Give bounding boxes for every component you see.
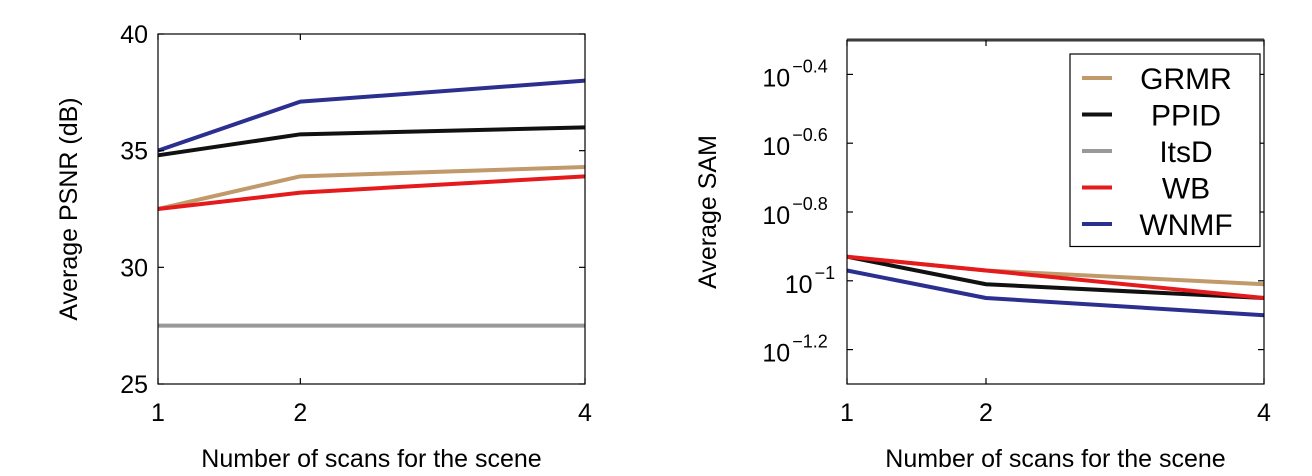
sam-series-ppid-line [846, 254, 1265, 300]
sam-y-tick-exponent: −1.2 [792, 332, 828, 352]
psnr-series-wb-line [157, 174, 586, 211]
sam-x-tick-label: 4 [1257, 399, 1271, 427]
sam-y-tick-base: 10 [762, 64, 790, 92]
sam-x-axis-label: Number of scans for the scene [885, 445, 1225, 473]
sam-legend-label-wb: WB [1162, 173, 1210, 206]
sam-y-tick-label: 10 −1.2 [762, 332, 827, 368]
sam-y-axis-label: Average SAM [694, 135, 722, 289]
psnr-y-tick-label: 40 [120, 21, 148, 49]
sam-y-tick-exponent: −0.8 [792, 194, 828, 214]
sam-y-tick-exponent: −0.4 [792, 56, 828, 76]
sam-y-tick-base: 10 [785, 271, 813, 299]
psnr-chart: 25 30 35 40 1 2 4 Number of scans for the scene… [55, 21, 592, 473]
psnr-y-tick-label: 25 [120, 371, 148, 399]
sam-legend-label-ppid: PPID [1151, 100, 1221, 133]
sam-y-tick-label: 10 −0.4 [762, 56, 827, 92]
psnr-series-grmr-line [157, 165, 586, 211]
psnr-x-tick-label: 2 [293, 399, 307, 427]
psnr-y-axis-label: Average PSNR (dB) [55, 97, 83, 320]
sam-y-tick-label: 10 −0.8 [762, 194, 827, 230]
psnr-x-tick-label: 1 [151, 399, 165, 427]
sam-y-tick-base: 10 [762, 340, 790, 368]
sam-series-wnmf-line [846, 268, 1265, 318]
psnr-series-ppid-line [157, 125, 586, 158]
sam-x-tick-label: 1 [840, 399, 854, 427]
sam-legend-label-wnmf: WNMF [1139, 209, 1232, 242]
psnr-x-tick-label: 4 [578, 399, 592, 427]
psnr-y-tick-label: 35 [120, 138, 148, 166]
psnr-plot-frame [157, 33, 586, 385]
psnr-series-wnmf-line [157, 78, 586, 153]
sam-legend-label-grmr: GRMR [1140, 63, 1232, 96]
sam-y-tick-label: 10 −1 [785, 263, 835, 299]
sam-y-tick-exponent: −0.6 [792, 125, 828, 145]
sam-y-tick-label: 10 −0.6 [762, 125, 827, 161]
sam-y-tick-base: 10 [762, 133, 790, 161]
sam-y-tick-exponent: −1 [815, 263, 836, 283]
sam-y-tick-base: 10 [762, 202, 790, 230]
psnr-y-tick-label: 30 [120, 254, 148, 282]
sam-legend-label-itsd: ItsD [1159, 136, 1212, 169]
sam-x-tick-label: 2 [979, 399, 993, 427]
sam-series-wb-line [846, 254, 1265, 300]
psnr-x-axis-label: Number of scans for the scene [201, 445, 541, 473]
